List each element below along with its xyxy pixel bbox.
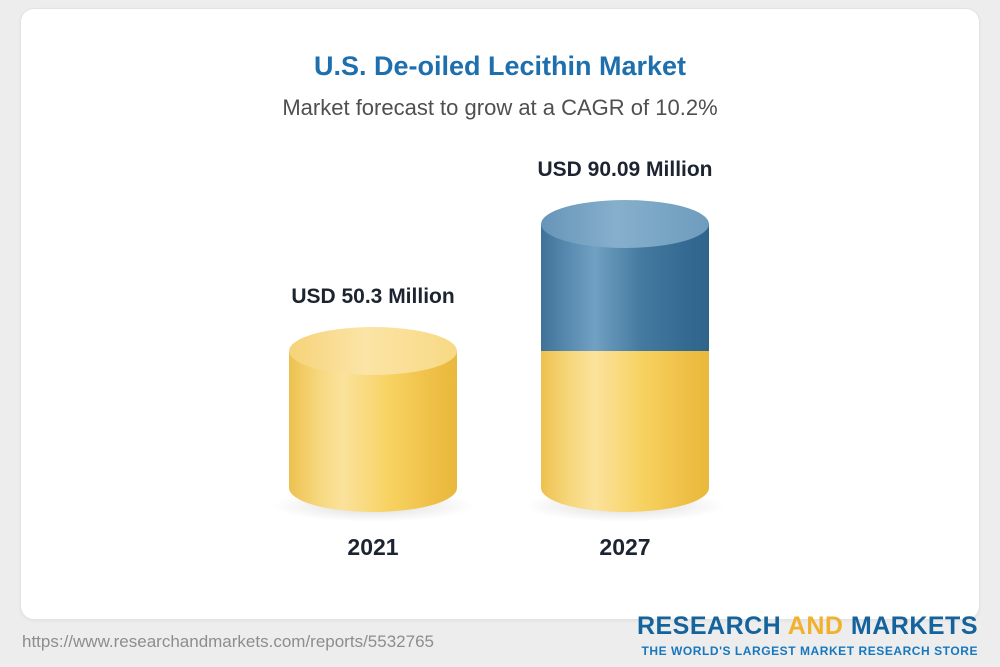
bar-group-2027: USD 90.09 Million 2027 <box>495 158 755 561</box>
chart-card: U.S. De-oiled Lecithin Market Market for… <box>20 8 980 620</box>
year-label-2027: 2027 <box>599 534 651 560</box>
value-label-2021: USD 50.3 Million <box>291 285 455 308</box>
chart-subtitle: Market forecast to grow at a CAGR of 10.… <box>282 95 718 120</box>
cylinder-top-2021 <box>289 327 457 375</box>
cylinder-top-2027 <box>541 200 709 248</box>
year-label-2021: 2021 <box>347 534 399 560</box>
logo-word-research: RESEARCH <box>636 612 782 640</box>
cylinder-bar-2021 <box>271 327 475 522</box>
logo-word-markets: MARKETS <box>850 612 978 640</box>
chart-title: U.S. De-oiled Lecithin Market <box>313 51 687 81</box>
segment-2021-base <box>289 351 457 512</box>
logo-tagline: THE WORLD'S LARGEST MARKET RESEARCH STOR… <box>641 644 978 658</box>
logo-wordmark: RESEARCH AND MARKETS <box>637 612 978 641</box>
research-and-markets-logo: RESEARCH AND MARKETS THE WORLD'S LARGEST… <box>637 612 978 658</box>
value-label-2027: USD 90.09 Million <box>537 158 713 181</box>
bar-group-2021: USD 50.3 Million 2021 <box>243 285 503 561</box>
report-url-link[interactable]: https://www.researchandmarkets.com/repor… <box>22 632 434 651</box>
segment-2027-base <box>541 351 709 512</box>
cylinder-bar-2027 <box>523 200 727 522</box>
logo-word-and: AND <box>787 612 844 640</box>
